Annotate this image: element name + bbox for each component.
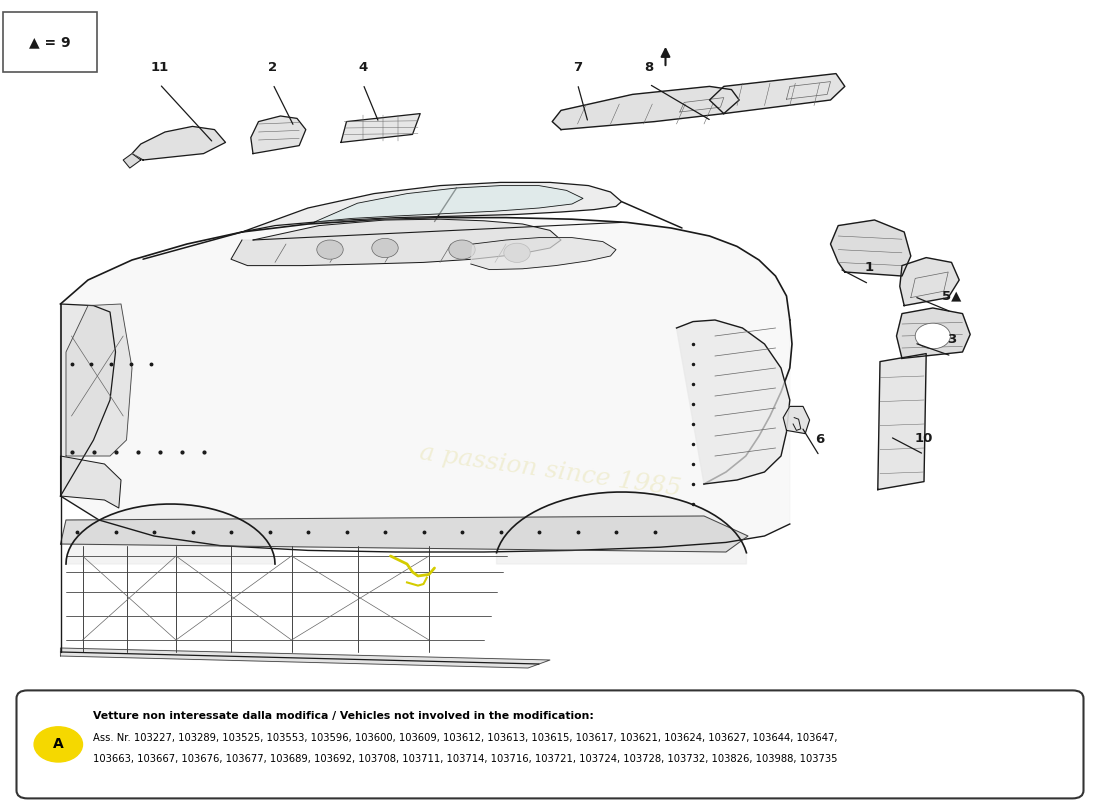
- Polygon shape: [231, 219, 561, 266]
- Text: 10: 10: [915, 432, 933, 445]
- Polygon shape: [830, 220, 911, 276]
- Polygon shape: [60, 516, 748, 552]
- Polygon shape: [60, 648, 550, 668]
- Polygon shape: [676, 320, 790, 484]
- Polygon shape: [60, 218, 790, 552]
- Text: 1: 1: [865, 262, 873, 274]
- Polygon shape: [341, 114, 420, 142]
- Polygon shape: [471, 238, 616, 270]
- Text: A: A: [53, 738, 64, 751]
- Text: 3: 3: [947, 334, 956, 346]
- FancyBboxPatch shape: [3, 12, 97, 72]
- Polygon shape: [60, 456, 121, 508]
- Circle shape: [915, 323, 950, 349]
- Circle shape: [317, 240, 343, 259]
- Text: 8: 8: [645, 62, 653, 74]
- Polygon shape: [900, 258, 959, 306]
- Polygon shape: [132, 126, 226, 160]
- Polygon shape: [314, 186, 583, 222]
- Polygon shape: [242, 182, 622, 232]
- Polygon shape: [896, 308, 970, 358]
- Text: 11: 11: [151, 62, 168, 74]
- Polygon shape: [878, 354, 926, 490]
- Text: 2: 2: [268, 62, 277, 74]
- Circle shape: [504, 243, 530, 262]
- Polygon shape: [66, 304, 132, 456]
- Polygon shape: [66, 504, 275, 564]
- Polygon shape: [496, 492, 747, 564]
- Text: 103663, 103667, 103676, 103677, 103689, 103692, 103708, 103711, 103714, 103716, : 103663, 103667, 103676, 103677, 103689, …: [94, 754, 838, 764]
- Polygon shape: [783, 406, 810, 434]
- Polygon shape: [710, 74, 845, 114]
- Text: 6: 6: [815, 434, 824, 446]
- Text: 7: 7: [573, 62, 582, 74]
- Circle shape: [34, 726, 82, 762]
- Polygon shape: [60, 304, 116, 496]
- Polygon shape: [552, 86, 739, 130]
- Text: ▲ = 9: ▲ = 9: [30, 35, 70, 49]
- Text: Vetture non interessate dalla modifica / Vehicles not involved in the modificati: Vetture non interessate dalla modifica /…: [94, 711, 594, 721]
- Text: 5▲: 5▲: [942, 290, 961, 302]
- Circle shape: [372, 238, 398, 258]
- Polygon shape: [251, 116, 306, 154]
- Circle shape: [449, 240, 475, 259]
- Text: Ass. Nr. 103227, 103289, 103525, 103553, 103596, 103600, 103609, 103612, 103613,: Ass. Nr. 103227, 103289, 103525, 103553,…: [94, 734, 838, 743]
- Polygon shape: [123, 154, 141, 168]
- Text: a passion since 1985: a passion since 1985: [418, 442, 682, 501]
- FancyBboxPatch shape: [16, 690, 1084, 798]
- Text: 4: 4: [359, 62, 367, 74]
